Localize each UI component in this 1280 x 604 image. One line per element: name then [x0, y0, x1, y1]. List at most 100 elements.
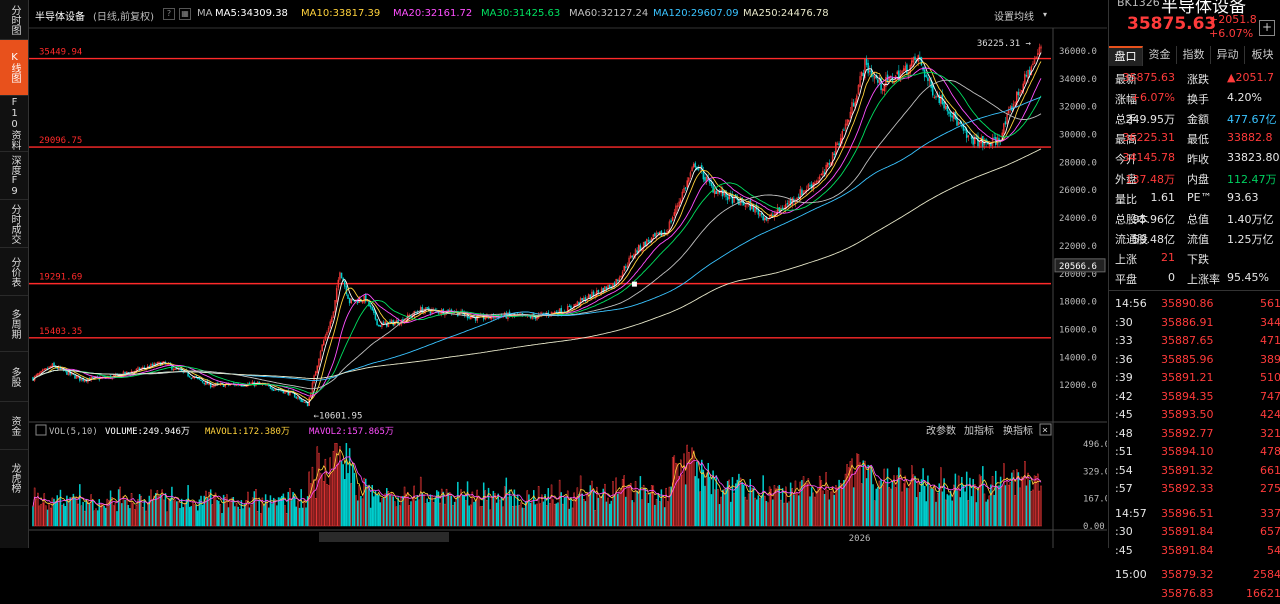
candle-body	[365, 294, 367, 302]
volume-bar	[48, 503, 50, 527]
sidebar-item-4[interactable]: 分时成交	[0, 200, 28, 248]
volume-bar	[32, 506, 34, 527]
marker	[631, 281, 637, 287]
volume-bar	[969, 477, 971, 527]
volume-bar	[591, 480, 593, 527]
sidebar-item-8[interactable]: 资金	[0, 402, 28, 450]
volume-bar	[38, 505, 41, 527]
volume-bar	[104, 507, 107, 527]
panel-tab-3[interactable]: 异动	[1211, 46, 1245, 64]
volume-bar	[389, 494, 391, 527]
volume-bar	[936, 493, 939, 527]
candle-body	[600, 288, 603, 294]
ma60-line	[32, 79, 1042, 390]
candle-body	[639, 245, 642, 251]
volume-bar	[904, 475, 907, 527]
candle-body	[568, 305, 571, 308]
ma-settings-button[interactable]: 设置均线	[994, 12, 1034, 23]
volume-bar	[264, 494, 267, 527]
help-icon[interactable]: ?	[163, 8, 175, 20]
volume-bar	[466, 481, 469, 527]
volume-bar	[468, 505, 470, 527]
sidebar-item-3[interactable]: 深度F9	[0, 152, 28, 200]
volume-bar	[163, 499, 165, 527]
quote-value: 95.96亿	[1132, 213, 1176, 226]
panel-tab-2[interactable]: 指数	[1177, 46, 1211, 64]
volume-bar	[213, 495, 215, 527]
volume-bar	[263, 505, 265, 527]
high-annotation: 36225.31 →	[977, 39, 1032, 49]
panel-tab-0[interactable]: 盘口	[1109, 46, 1143, 66]
volume-bar	[398, 505, 401, 527]
candle-body	[692, 164, 695, 168]
candle-body	[192, 376, 194, 379]
sidebar-item-6[interactable]: 多周期	[0, 296, 28, 352]
sidebar-item-1[interactable]: K线图	[0, 40, 28, 96]
price-axis-label: 28000.0	[1059, 158, 1097, 168]
sidebar-item-7[interactable]: 多股	[0, 352, 28, 402]
vol-button-2[interactable]: 换指标	[1003, 424, 1033, 437]
chevron-down-icon[interactable]: ▾	[1043, 10, 1048, 19]
volume-bar	[1012, 470, 1015, 527]
volume-bar	[554, 503, 556, 527]
candle-body	[203, 382, 205, 385]
volume-bar	[581, 493, 583, 527]
sidebar-item-2[interactable]: F10资料	[0, 96, 28, 152]
volume-bar	[560, 492, 562, 527]
candle-body	[864, 58, 866, 79]
volume-bar	[513, 489, 516, 527]
vol-button-1[interactable]: 加指标	[964, 424, 994, 437]
volume-bar	[268, 507, 270, 527]
price-axis-label: 20000.0	[1059, 270, 1097, 280]
volume-bar	[944, 499, 947, 527]
close-icon[interactable]	[1039, 423, 1052, 436]
volume-bar	[489, 509, 491, 527]
panel-tab-1[interactable]: 资金	[1143, 46, 1177, 64]
sidebar-item-9[interactable]: 龙虎榜	[0, 450, 28, 506]
panel-tab-4[interactable]: 板块	[1245, 46, 1280, 64]
volume-bar	[203, 495, 205, 527]
volume-bar	[912, 474, 915, 527]
volume-bar	[311, 466, 314, 527]
grid-icon[interactable]: ▦	[179, 8, 191, 20]
vol-close-icon[interactable]	[35, 424, 47, 436]
candle-body	[373, 309, 375, 313]
candle-body	[426, 307, 428, 309]
tick-price: 35896.51	[1161, 506, 1214, 520]
candle-body	[305, 401, 307, 404]
volume-bar	[954, 473, 957, 527]
volume-bar	[995, 470, 997, 527]
candle-body	[617, 279, 619, 282]
sidebar-item-5[interactable]: 分价表	[0, 248, 28, 296]
candle-body	[814, 182, 816, 185]
volume-bar	[896, 475, 898, 527]
volume-bar	[899, 468, 902, 527]
ma250-value: MA250:24476.78	[743, 8, 829, 19]
vol-volume: VOLUME:249.946万	[105, 427, 190, 437]
volume-bar	[185, 499, 188, 527]
volume-bar	[45, 505, 47, 527]
vol-button-0[interactable]: 改参数	[926, 424, 956, 437]
volume-bar	[1017, 472, 1020, 527]
price-axis-label: 22000.0	[1059, 242, 1097, 252]
volume-bar	[990, 484, 992, 527]
volume-bar	[503, 486, 506, 527]
volume-bar	[578, 494, 580, 527]
volume-bar	[88, 503, 91, 527]
candle-body	[629, 255, 632, 259]
candle-body	[172, 368, 175, 371]
candle-body	[938, 95, 940, 103]
volume-bar	[344, 479, 346, 527]
volume-bar	[271, 503, 273, 527]
candle-body	[951, 115, 953, 118]
candle-body	[671, 216, 674, 221]
quote-value: 1.25万亿	[1227, 233, 1274, 246]
sidebar-item-0[interactable]: 分时图	[0, 0, 28, 40]
add-icon[interactable]: +	[1259, 20, 1275, 36]
scrollbar-thumb[interactable]	[319, 532, 449, 542]
candle-body	[678, 201, 680, 207]
candle-body	[684, 187, 687, 189]
tick-row: :45 35891.84 54	[1109, 541, 1280, 561]
period-label[interactable]: (日线,前复权)	[93, 12, 154, 23]
kline-chart[interactable]: 36000.0 34000.0 32000.0 30000.0 28000.0 26000…	[29, 0, 1107, 548]
